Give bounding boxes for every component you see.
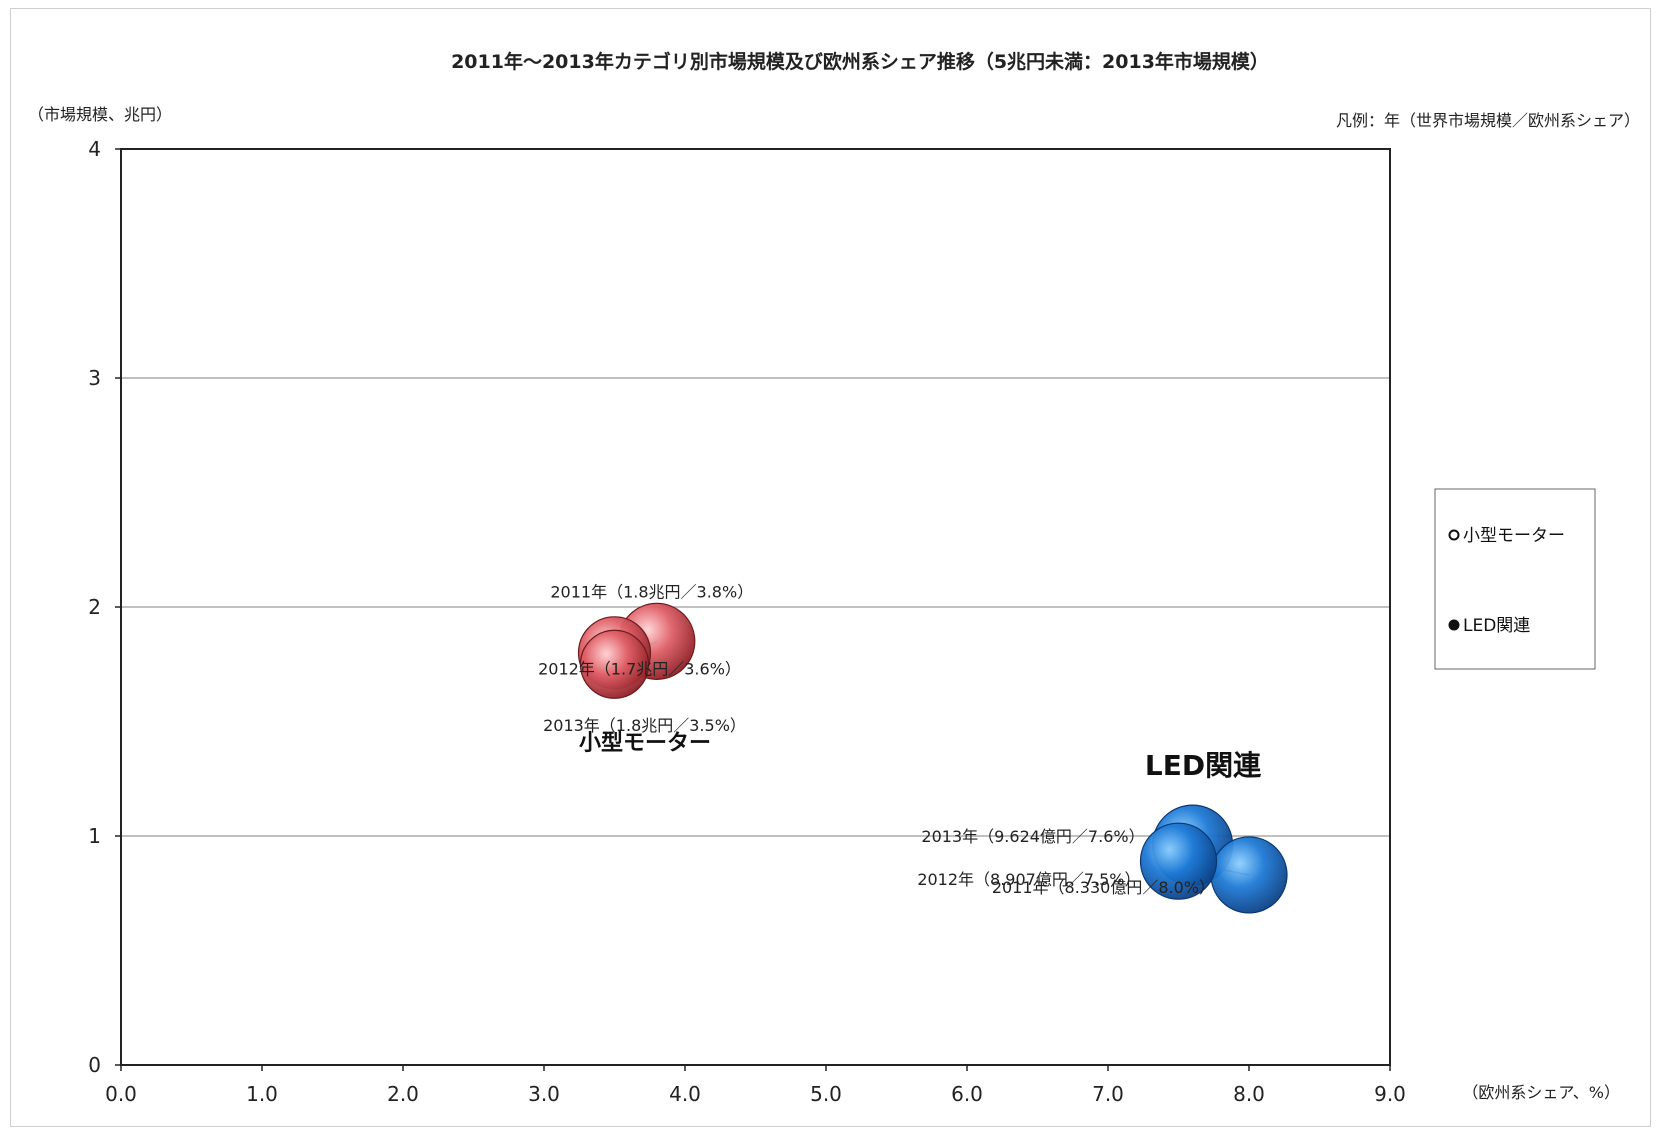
point-label-small-motor-2011: 2011年（1.8兆円／3.8%） bbox=[550, 582, 753, 601]
x-tick-label: 9.0 bbox=[1374, 1082, 1406, 1106]
x-tick-label: 2.0 bbox=[387, 1082, 419, 1106]
y-tick-label: 2 bbox=[88, 595, 101, 619]
x-tick-label: 6.0 bbox=[951, 1082, 983, 1106]
chart-title: 2011年～2013年カテゴリ別市場規模及び欧州系シェア推移（5兆円未満：201… bbox=[451, 50, 1269, 73]
x-tick-label: 7.0 bbox=[1092, 1082, 1124, 1106]
x-axis: 0.0 1.0 2.0 3.0 4.0 5.0 6.0 7.0 8.0 9.0 bbox=[105, 1065, 1406, 1106]
x-tick-label: 8.0 bbox=[1233, 1082, 1265, 1106]
point-label-led-2011: 2011年（8.330億円／8.0%） bbox=[992, 878, 1215, 897]
point-label-led-2012: 2012年（8.907億円／7.5%） bbox=[917, 870, 1140, 889]
point-label-small-motor-2013: 2013年（1.8兆円／3.5%） bbox=[543, 716, 746, 735]
y-axis: 0 1 2 3 4 bbox=[88, 137, 121, 1077]
x-tick-label: 3.0 bbox=[528, 1082, 560, 1106]
category-label-led: LED関連 bbox=[1145, 749, 1262, 782]
y-tick-label: 0 bbox=[88, 1053, 101, 1077]
bubble-small-motor-2012 bbox=[579, 629, 650, 699]
legend-note: 凡例：年（世界市場規模／欧州系シェア） bbox=[1336, 111, 1640, 130]
legend-item-led: LED関連 bbox=[1463, 616, 1530, 636]
x-tick-label: 0.0 bbox=[105, 1082, 137, 1106]
bubble-led-2011 bbox=[1210, 836, 1288, 914]
category-label-small-motor: 小型モーター bbox=[579, 731, 711, 756]
point-labels: 2011年（1.8兆円／3.8%） 2012年（1.7兆円／3.6%） 2013年（… bbox=[538, 582, 1215, 897]
y-tick-label: 3 bbox=[88, 366, 101, 390]
legend-box bbox=[1434, 488, 1596, 670]
bubble-led-2012 bbox=[1139, 822, 1218, 900]
legend-item-small-motor: 小型モーター bbox=[1463, 526, 1565, 546]
y-tick-label: 4 bbox=[88, 137, 101, 161]
legend-marker-led bbox=[1448, 619, 1460, 631]
x-tick-label: 1.0 bbox=[246, 1082, 278, 1106]
point-label-small-motor-2012: 2012年（1.7兆円／3.6%） bbox=[538, 659, 741, 678]
y-axis-label: （市場規模、兆円） bbox=[28, 105, 172, 124]
x-tick-label: 4.0 bbox=[669, 1082, 701, 1106]
chart-frame bbox=[10, 8, 1651, 1127]
point-label-led-2013: 2013年（9.624億円／7.6%） bbox=[921, 827, 1144, 846]
legend: 小型モーター LED関連 bbox=[1434, 488, 1596, 670]
x-axis-label: （欧州系シェア、%） bbox=[1462, 1083, 1620, 1102]
legend-marker-small-motor bbox=[1448, 529, 1460, 541]
x-tick-label: 5.0 bbox=[810, 1082, 842, 1106]
y-tick-label: 1 bbox=[88, 824, 101, 848]
bubbles bbox=[577, 602, 1288, 914]
